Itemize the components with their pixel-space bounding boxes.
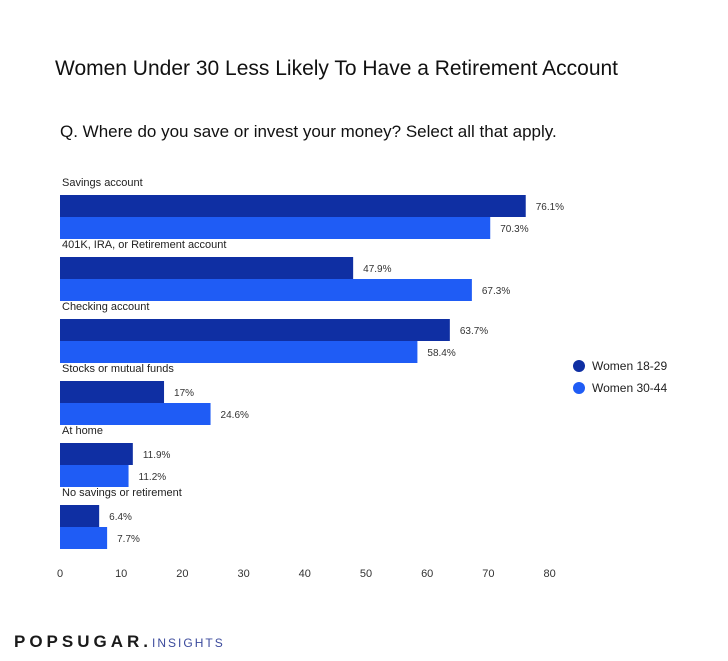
category-label-401k-ira-or-retirement-account: 401K, IRA, or Retirement account xyxy=(62,239,226,251)
data-label: 11.2% xyxy=(139,472,167,483)
bar-stocks-or-mutual-funds-women-18-29 xyxy=(60,381,165,403)
bar-savings-account-women-18-29 xyxy=(60,195,526,217)
data-label: 47.9% xyxy=(363,264,391,275)
x-tick-label: 10 xyxy=(115,568,127,580)
data-label: 7.7% xyxy=(117,534,140,545)
legend-label: Women 30-44 xyxy=(592,381,668,395)
x-tick-label: 80 xyxy=(543,568,555,580)
bar-chart: Savings account 76.1% 70.3% 401K, IRA, or R… xyxy=(57,177,564,580)
category-label-checking-account: Checking account xyxy=(62,301,149,313)
x-tick-label: 70 xyxy=(482,568,494,580)
data-label: 63.7% xyxy=(460,326,488,337)
brand-name: POPSUGAR. xyxy=(14,632,153,651)
legend: Women 18-29 Women 30-44 xyxy=(573,355,667,399)
x-tick-label: 60 xyxy=(421,568,433,580)
data-label: 11.9% xyxy=(143,450,171,461)
legend-item-women-18-29: Women 18-29 xyxy=(573,355,667,377)
legend-item-women-30-44: Women 30-44 xyxy=(573,377,667,399)
legend-swatch xyxy=(573,382,585,394)
bar-401k-ira-or-retirement-account-women-18-29 xyxy=(60,257,354,279)
bar-401k-ira-or-retirement-account-women-30-44 xyxy=(60,279,472,301)
bar-savings-account-women-30-44 xyxy=(60,217,491,239)
bar-no-savings-or-retirement-women-30-44 xyxy=(60,527,108,549)
x-tick-label: 40 xyxy=(299,568,311,580)
bar-at-home-women-30-44 xyxy=(60,465,129,487)
bar-at-home-women-18-29 xyxy=(60,443,133,465)
category-label-stocks-or-mutual-funds: Stocks or mutual funds xyxy=(62,363,174,375)
data-label: 17% xyxy=(174,388,194,399)
data-label: 76.1% xyxy=(536,202,564,213)
data-label: 67.3% xyxy=(482,286,510,297)
data-label: 24.6% xyxy=(221,410,249,421)
legend-label: Women 18-29 xyxy=(592,359,668,373)
category-label-at-home: At home xyxy=(62,425,103,437)
x-tick-label: 20 xyxy=(176,568,188,580)
brand-suffix: INSIGHTS xyxy=(152,636,225,650)
legend-swatch xyxy=(573,360,585,372)
data-label: 6.4% xyxy=(109,512,132,523)
brand-logo: POPSUGAR. INSIGHTS xyxy=(14,632,225,652)
data-label: 58.4% xyxy=(427,348,455,359)
x-tick-label: 30 xyxy=(237,568,249,580)
bar-no-savings-or-retirement-women-18-29 xyxy=(60,505,100,527)
bar-checking-account-women-18-29 xyxy=(60,319,450,341)
category-label-no-savings-or-retirement: No savings or retirement xyxy=(62,487,182,499)
x-tick-label: 0 xyxy=(57,568,63,580)
chart-subtitle: Q. Where do you save or invest your mone… xyxy=(60,122,557,141)
category-label-savings-account: Savings account xyxy=(62,177,143,189)
chart-title: Women Under 30 Less Likely To Have a Ret… xyxy=(55,57,619,80)
x-tick-label: 50 xyxy=(360,568,372,580)
bar-stocks-or-mutual-funds-women-30-44 xyxy=(60,403,211,425)
data-label: 70.3% xyxy=(500,224,528,235)
bar-checking-account-women-30-44 xyxy=(60,341,418,363)
